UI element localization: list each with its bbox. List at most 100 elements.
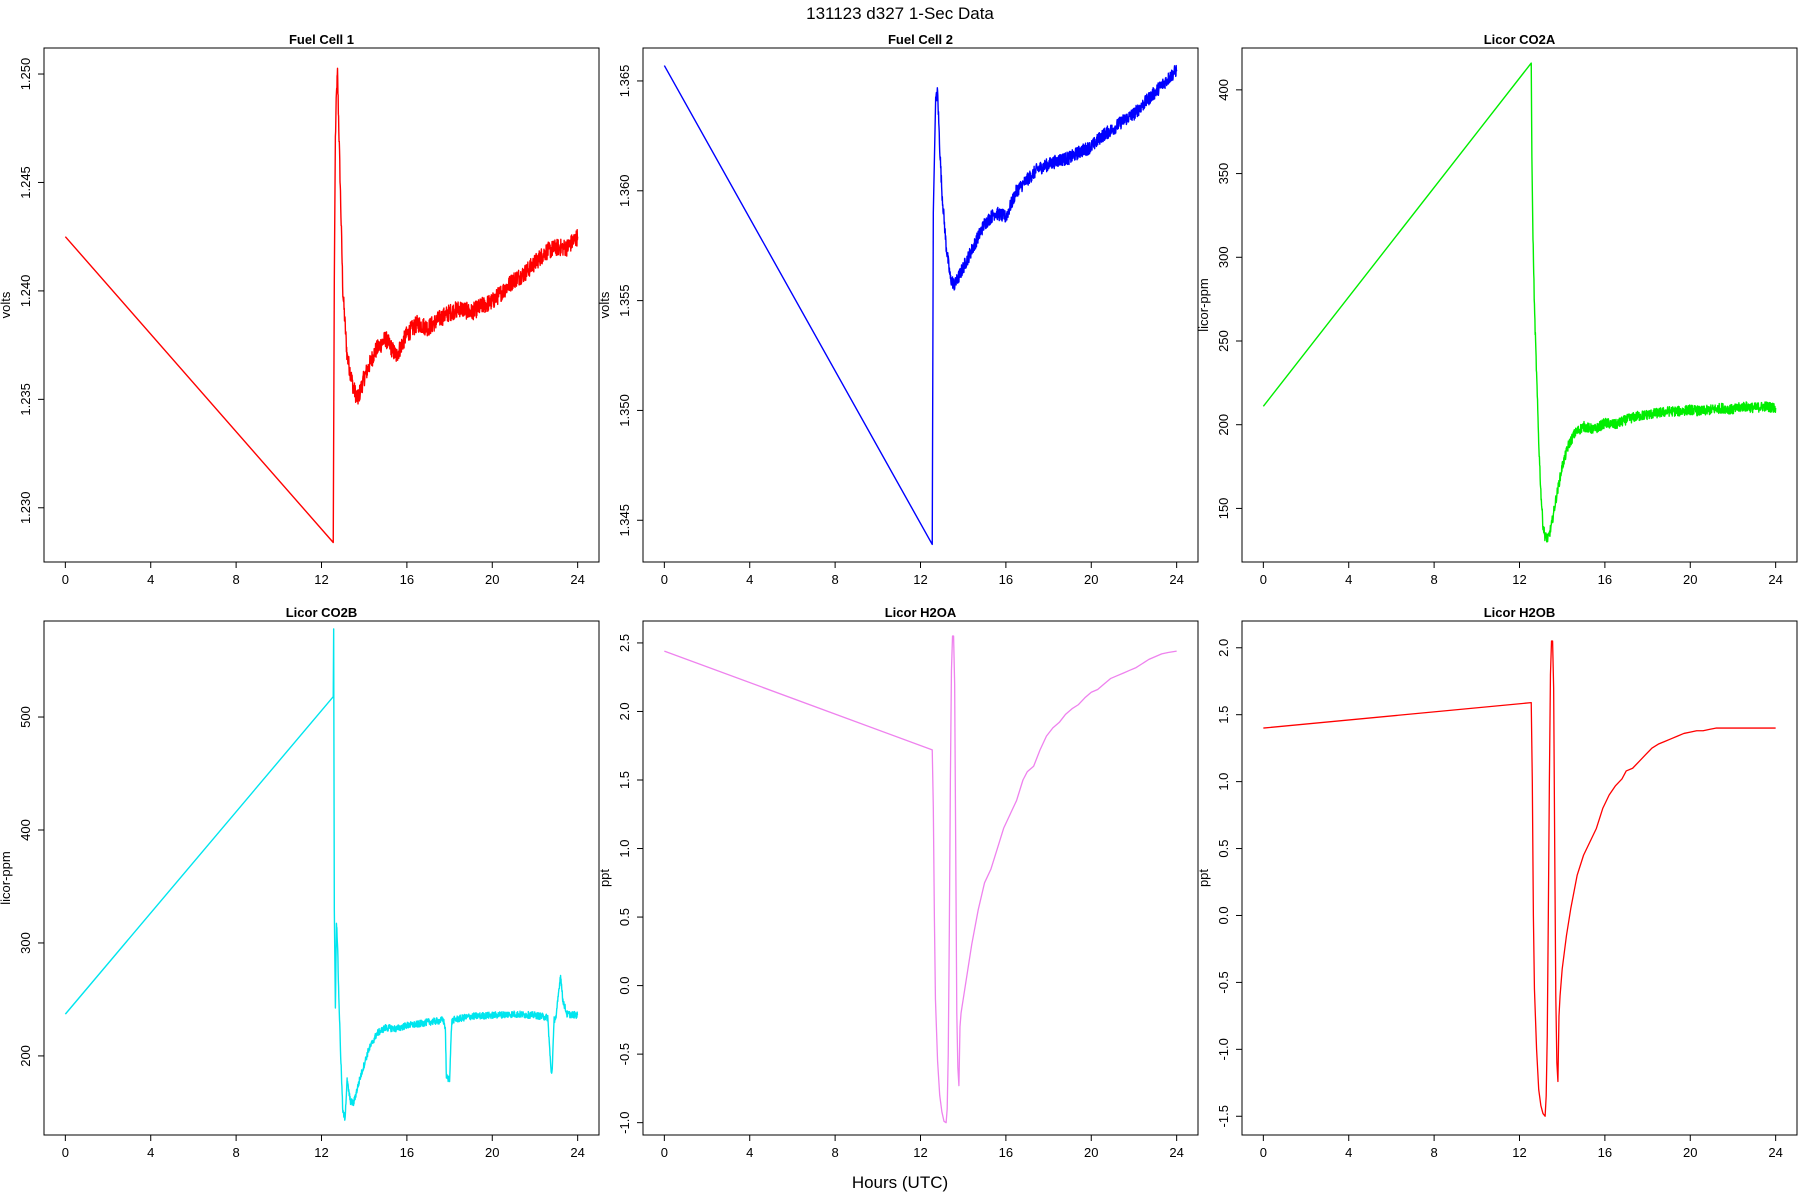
y-axis-label: ppt	[597, 869, 612, 887]
x-tick-label: 24	[1169, 1145, 1183, 1160]
x-tick-label: 24	[1169, 572, 1183, 587]
x-tick-label: 20	[1084, 1145, 1098, 1160]
x-tick-label: 16	[999, 572, 1013, 587]
y-tick-label: 350	[1216, 163, 1231, 185]
y-tick-label: 1.365	[617, 65, 632, 98]
x-tick-label: 24	[1768, 1145, 1782, 1160]
y-tick-label: 150	[1216, 498, 1231, 520]
y-tick-label: 400	[1216, 79, 1231, 101]
x-tick-label: 8	[831, 1145, 838, 1160]
y-axis-label: licor-ppm	[1196, 278, 1211, 331]
x-tick-label: 24	[1768, 572, 1782, 587]
series-line	[64, 628, 579, 1121]
y-tick-label: 0.0	[1216, 906, 1231, 924]
series-line	[64, 67, 579, 544]
x-tick-label: 0	[1260, 1145, 1267, 1160]
panel-title: Licor CO2B	[286, 605, 358, 620]
y-tick-label: 200	[1216, 414, 1231, 436]
x-tick-label: 4	[746, 1145, 753, 1160]
plot-frame	[642, 620, 1199, 1136]
x-tick-label: 16	[999, 1145, 1013, 1160]
series-line	[663, 64, 1178, 546]
x-tick-label: 12	[1512, 572, 1526, 587]
y-tick-label: -1.5	[1216, 1105, 1231, 1127]
y-tick-label: 400	[18, 819, 33, 841]
x-tick-label: 16	[1598, 1145, 1612, 1160]
x-tick-label: 24	[570, 1145, 584, 1160]
panel-5: Licor H2OA 0 4 8 12 16 20 24 -1.0 -0.5 0.0 0.5 1.0 1.…	[597, 605, 1199, 1160]
x-tick-label: 4	[1345, 1145, 1352, 1160]
x-tick-label: 20	[1683, 1145, 1697, 1160]
y-tick-label: 1.235	[18, 383, 33, 416]
x-tick-label: 0	[1260, 572, 1267, 587]
y-axis-label: volts	[597, 291, 612, 318]
y-tick-label: -1.0	[1216, 1038, 1231, 1060]
x-tick-label: 12	[314, 572, 328, 587]
x-tick-label: 0	[661, 1145, 668, 1160]
y-tick-label: 1.345	[617, 504, 632, 537]
x-tick-label: 4	[746, 572, 753, 587]
y-tick-label: 200	[18, 1045, 33, 1067]
x-tick-label: 0	[62, 572, 69, 587]
y-tick-label: 500	[18, 706, 33, 728]
panel-4: Licor CO2B 0 4 8 12 16 20 24 200 300 400 500 licor-p…	[0, 605, 600, 1160]
panel-title: Fuel Cell 1	[289, 32, 354, 47]
figure-x-axis-label: Hours (UTC)	[852, 1173, 948, 1192]
x-tick-label: 8	[831, 572, 838, 587]
x-tick-label: 16	[1598, 572, 1612, 587]
y-tick-label: -1.0	[617, 1111, 632, 1133]
y-tick-label: 300	[1216, 246, 1231, 268]
panel-title: Fuel Cell 2	[888, 32, 953, 47]
y-tick-label: 2.5	[617, 634, 632, 652]
series-line	[1262, 62, 1777, 543]
panel-1: Fuel Cell 1 0 4 8 12 16 20 24 1.230 1.235 1.240 1.2…	[0, 32, 600, 587]
chart-panels: Fuel Cell 1 0 4 8 12 16 20 24 1.230 1.235 1.240 1.2…	[0, 32, 1798, 1160]
y-tick-label: 1.250	[18, 58, 33, 91]
y-tick-label: 1.350	[617, 394, 632, 427]
plot-frame	[43, 620, 600, 1136]
figure-title: 131123 d327 1-Sec Data	[806, 4, 994, 23]
x-tick-label: 20	[485, 572, 499, 587]
y-axis-label: ppt	[1196, 869, 1211, 887]
y-tick-label: -0.5	[1216, 971, 1231, 993]
y-tick-label: 300	[18, 932, 33, 954]
x-tick-label: 20	[1683, 572, 1697, 587]
y-tick-label: 1.360	[617, 175, 632, 208]
y-tick-label: 1.240	[18, 275, 33, 308]
x-tick-label: 8	[232, 572, 239, 587]
panel-6: Licor H2OB 0 4 8 12 16 20 24 -1.5 -1.0 -0.5 0.0 0.5 1…	[1196, 605, 1798, 1160]
plot-frame	[642, 47, 1199, 563]
y-tick-label: 1.5	[1216, 706, 1231, 724]
y-tick-label: 1.0	[1216, 773, 1231, 791]
x-tick-label: 8	[232, 1145, 239, 1160]
series-line	[664, 635, 1177, 1124]
x-tick-label: 8	[1430, 1145, 1437, 1160]
y-tick-label: 1.230	[18, 492, 33, 525]
x-tick-label: 4	[147, 1145, 154, 1160]
x-tick-label: 20	[1084, 572, 1098, 587]
x-tick-label: 12	[1512, 1145, 1526, 1160]
x-tick-label: 8	[1430, 572, 1437, 587]
y-tick-label: 1.245	[18, 166, 33, 199]
x-tick-label: 12	[913, 1145, 927, 1160]
y-axis-label: volts	[0, 291, 13, 318]
y-tick-label: 0.5	[617, 908, 632, 926]
x-tick-label: 4	[1345, 572, 1352, 587]
y-tick-label: 1.0	[617, 839, 632, 857]
plot-frame	[1241, 47, 1798, 563]
x-tick-label: 0	[62, 1145, 69, 1160]
panel-title: Licor H2OA	[885, 605, 957, 620]
y-tick-label: 0.0	[617, 977, 632, 995]
x-tick-label: 16	[400, 1145, 414, 1160]
plot-frame	[1241, 620, 1798, 1136]
panel-title: Licor CO2A	[1484, 32, 1556, 47]
y-tick-label: -0.5	[617, 1043, 632, 1065]
y-tick-label: 250	[1216, 330, 1231, 352]
panel-title: Licor H2OB	[1484, 605, 1556, 620]
panel-3: Licor CO2A 0 4 8 12 16 20 24 150 200 250 300 350 400 l…	[1196, 32, 1798, 587]
x-tick-label: 20	[485, 1145, 499, 1160]
y-axis-label: licor-ppm	[0, 851, 13, 904]
y-tick-label: 1.5	[617, 771, 632, 789]
x-tick-label: 4	[147, 572, 154, 587]
